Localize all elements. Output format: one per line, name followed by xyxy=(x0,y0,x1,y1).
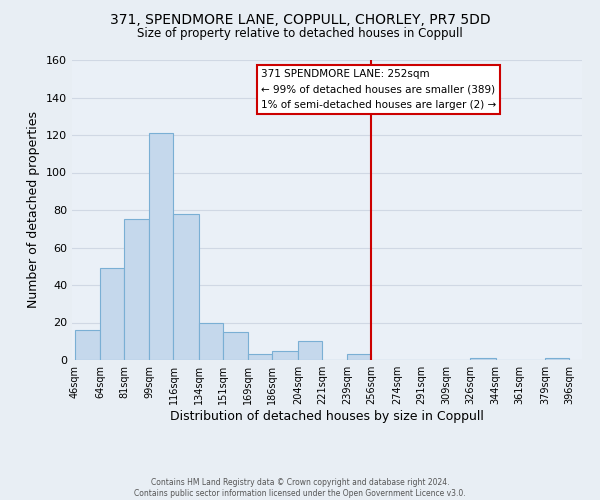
Bar xyxy=(248,354,272,360)
X-axis label: Distribution of detached houses by size in Coppull: Distribution of detached houses by size … xyxy=(170,410,484,423)
Bar xyxy=(470,358,496,360)
Text: Contains HM Land Registry data © Crown copyright and database right 2024.
Contai: Contains HM Land Registry data © Crown c… xyxy=(134,478,466,498)
Bar xyxy=(149,133,173,360)
Bar xyxy=(173,214,199,360)
Bar xyxy=(223,332,248,360)
Bar xyxy=(272,350,298,360)
Y-axis label: Number of detached properties: Number of detached properties xyxy=(28,112,40,308)
Bar xyxy=(298,341,322,360)
Bar xyxy=(100,268,124,360)
Bar xyxy=(124,220,149,360)
Text: 371, SPENDMORE LANE, COPPULL, CHORLEY, PR7 5DD: 371, SPENDMORE LANE, COPPULL, CHORLEY, P… xyxy=(110,12,490,26)
Text: 371 SPENDMORE LANE: 252sqm
← 99% of detached houses are smaller (389)
1% of semi: 371 SPENDMORE LANE: 252sqm ← 99% of deta… xyxy=(260,69,496,110)
Bar xyxy=(74,330,100,360)
Bar xyxy=(545,358,569,360)
Bar xyxy=(199,322,223,360)
Bar xyxy=(347,354,371,360)
Text: Size of property relative to detached houses in Coppull: Size of property relative to detached ho… xyxy=(137,28,463,40)
